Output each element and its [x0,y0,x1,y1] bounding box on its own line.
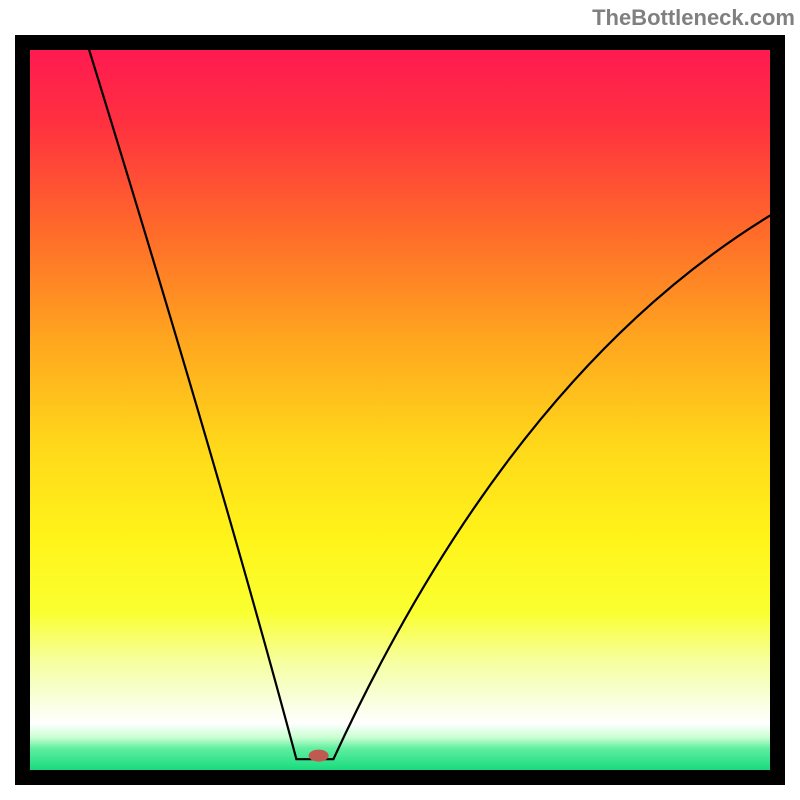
bottleneck-marker [309,750,329,762]
watermark-text: TheBottleneck.com [592,5,795,31]
gradient-background [30,50,770,770]
bottleneck-chart [0,0,800,800]
